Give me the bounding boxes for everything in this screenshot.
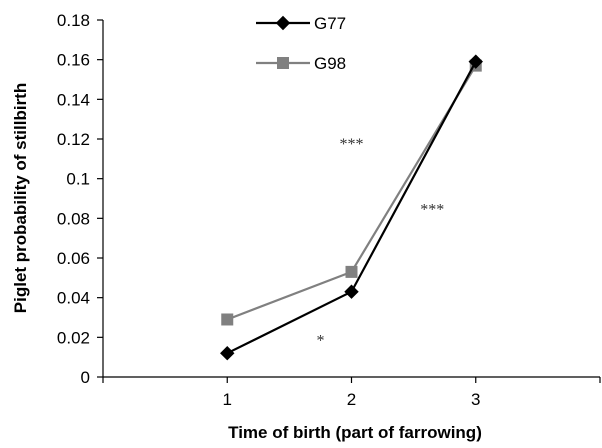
data-series [220, 54, 483, 361]
y-axis-title: Piglet probability of stillbirth [11, 83, 30, 313]
x-tick-label: 2 [347, 390, 356, 409]
legend-entry-g98: G98 [256, 54, 346, 73]
tick-labels: 0 0.02 0.04 0.06 0.08 0.1 0.12 0.14 0.16 0.18 1 2 3 [57, 11, 481, 409]
data-point [344, 284, 359, 299]
x-tick-label: 1 [223, 390, 232, 409]
y-tick-label: 0.14 [57, 90, 90, 109]
axes [97, 19, 601, 383]
y-tick-label: 0.12 [57, 130, 90, 149]
data-point [468, 54, 483, 69]
y-tick-label: 0.18 [57, 11, 90, 30]
y-tick-label: 0.1 [66, 170, 90, 189]
y-tick-label: 0.16 [57, 51, 90, 70]
series-g77 [220, 54, 483, 361]
x-tick-label: 3 [471, 390, 480, 409]
data-point [221, 313, 234, 326]
significance-marker: * [316, 332, 324, 349]
significance-marker: *** [340, 136, 364, 153]
x-axis-title: Time of birth (part of farrowing) [228, 423, 482, 442]
data-point [345, 265, 358, 278]
significance-marker: *** [420, 201, 444, 218]
series-line [226, 65, 477, 321]
significance-annotations: ******* [316, 136, 444, 349]
y-tick-label: 0 [81, 368, 90, 387]
legend-marker [277, 57, 289, 69]
legend-entry-g77: G77 [256, 14, 346, 33]
legend-marker [275, 15, 291, 31]
y-tick-label: 0.06 [57, 249, 90, 268]
y-tick-label: 0.08 [57, 209, 90, 228]
legend-label: G77 [314, 14, 346, 33]
y-tick-label: 0.02 [57, 328, 90, 347]
data-point [220, 345, 235, 361]
legend: G77 G98 [256, 14, 346, 73]
legend-label: G98 [314, 54, 346, 73]
y-tick-label: 0.04 [57, 289, 90, 308]
